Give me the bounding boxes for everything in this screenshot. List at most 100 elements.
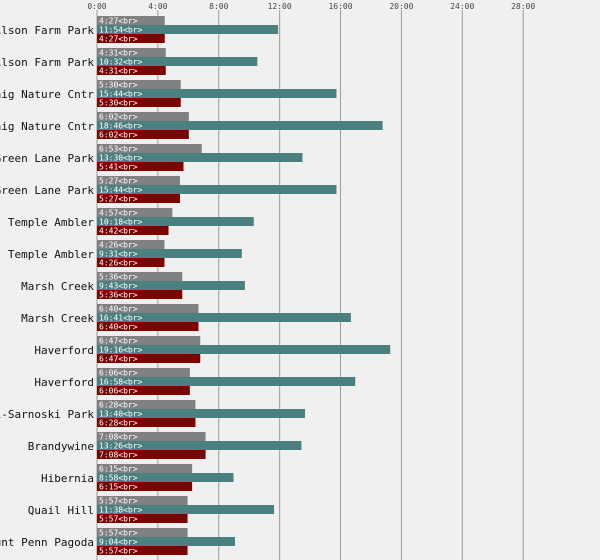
bar bbox=[97, 354, 201, 363]
x-tick-label: 24:00 bbox=[450, 2, 474, 11]
bar bbox=[97, 80, 181, 89]
bar bbox=[97, 112, 189, 121]
bar bbox=[97, 258, 165, 267]
category-label: Haverford bbox=[34, 344, 94, 357]
bar-label: 10:32<br> bbox=[99, 58, 143, 67]
bar bbox=[97, 208, 173, 217]
bars: 4:27<br>11:54<br>4:27<br> 4:31<br>10:32<b… bbox=[97, 16, 391, 556]
bar-label: 6:28<br> bbox=[99, 401, 138, 410]
category-label: Wilson Farm Park bbox=[0, 24, 94, 37]
bar-label: 6:02<br> bbox=[99, 131, 138, 140]
category-label: Kaig Nature Cntr bbox=[0, 88, 94, 101]
x-tick-label: 20:00 bbox=[389, 2, 413, 11]
bar bbox=[97, 130, 189, 139]
bar-label: 6:15<br> bbox=[99, 483, 138, 492]
bar bbox=[97, 121, 383, 130]
bar-label: 10:18<br> bbox=[99, 218, 143, 227]
bar-label: 9:43<br> bbox=[99, 282, 138, 291]
bar bbox=[97, 34, 165, 43]
bar bbox=[97, 505, 275, 514]
category-label: Brandywine bbox=[28, 440, 94, 453]
category-label: Wilson Farm Park bbox=[0, 56, 94, 69]
bar bbox=[97, 482, 193, 491]
bar bbox=[97, 304, 199, 313]
bar-label: 6:40<br> bbox=[99, 305, 138, 314]
bar bbox=[97, 473, 234, 482]
category-label: Hibernia bbox=[41, 472, 94, 485]
bar-label: 4:57<br> bbox=[99, 209, 138, 218]
bar-label: 16:58<br> bbox=[99, 378, 143, 387]
bar bbox=[97, 432, 206, 441]
bar-label: 19:16<br> bbox=[99, 346, 143, 355]
bar bbox=[97, 336, 201, 345]
bar bbox=[97, 441, 302, 450]
bar bbox=[97, 226, 169, 235]
bar bbox=[97, 537, 235, 546]
bar bbox=[97, 217, 254, 226]
category-label: Haverford bbox=[34, 376, 94, 389]
x-tick-label: 8:00 bbox=[209, 2, 228, 11]
bar bbox=[97, 450, 206, 459]
x-tick-label: 0:00 bbox=[87, 2, 106, 11]
bar bbox=[97, 66, 166, 75]
bar-label: 6:15<br> bbox=[99, 465, 138, 474]
category-label: Kaig Nature Cntr bbox=[0, 120, 94, 133]
bar-label: 5:57<br> bbox=[99, 497, 138, 506]
bar bbox=[97, 281, 245, 290]
bar-label: 11:38<br> bbox=[99, 506, 143, 515]
bar bbox=[97, 322, 199, 331]
bar-label: 6:53<br> bbox=[99, 145, 138, 154]
bar-label: 7:08<br> bbox=[99, 451, 138, 460]
bar bbox=[97, 48, 166, 57]
bar bbox=[97, 162, 184, 171]
bar bbox=[97, 418, 196, 427]
bar bbox=[97, 194, 180, 203]
bar bbox=[97, 144, 202, 153]
bar bbox=[97, 377, 356, 386]
bar-label: 7:08<br> bbox=[99, 433, 138, 442]
bar bbox=[97, 272, 183, 281]
bar-label: 4:31<br> bbox=[99, 67, 138, 76]
bar bbox=[97, 249, 242, 258]
bar bbox=[97, 185, 337, 194]
bar-label: 13:30<br> bbox=[99, 154, 143, 163]
bar-label: 4:42<br> bbox=[99, 227, 138, 236]
bar-label: 5:30<br> bbox=[99, 99, 138, 108]
category-label: ount Penn Pagoda bbox=[0, 536, 94, 549]
bar-label: 18:46<br> bbox=[99, 122, 143, 131]
x-tick-label: 16:00 bbox=[328, 2, 352, 11]
bar bbox=[97, 16, 165, 25]
x-tick-labels: 0:00 4:00 8:00 12:00 16:00 20:00 24:00 28:00 bbox=[87, 2, 535, 11]
bar-label: 5:41<br> bbox=[99, 163, 138, 172]
bar-label: 5:36<br> bbox=[99, 273, 138, 282]
bar-label: 5:57<br> bbox=[99, 515, 138, 524]
bar-label: 5:27<br> bbox=[99, 195, 138, 204]
category-label: Temple Ambler bbox=[8, 248, 94, 261]
bar-label: 8:58<br> bbox=[99, 474, 138, 483]
bar bbox=[97, 25, 279, 34]
x-tick-label: 4:00 bbox=[148, 2, 167, 11]
bar bbox=[97, 313, 351, 322]
bar bbox=[97, 89, 337, 98]
bar bbox=[97, 400, 196, 409]
bar-label: 16:41<br> bbox=[99, 314, 143, 323]
category-label: Marsh Creek bbox=[21, 280, 94, 293]
bar-label: 5:57<br> bbox=[99, 547, 138, 556]
bar-label: 11:54<br> bbox=[99, 26, 143, 35]
bar bbox=[97, 153, 303, 162]
bar-label: 4:26<br> bbox=[99, 241, 138, 250]
bar-label: 4:31<br> bbox=[99, 49, 138, 58]
bar-label: 6:06<br> bbox=[99, 387, 138, 396]
bar bbox=[97, 528, 188, 537]
category-label: Marsh Creek bbox=[21, 312, 94, 325]
bar-label: 4:27<br> bbox=[99, 17, 138, 26]
category-label: Green Lane Park bbox=[0, 152, 94, 165]
bar bbox=[97, 464, 193, 473]
bar bbox=[97, 240, 165, 249]
bar bbox=[97, 290, 183, 299]
bar-label: 6:40<br> bbox=[99, 323, 138, 332]
bar bbox=[97, 368, 190, 377]
x-tick-label: 28:00 bbox=[511, 2, 535, 11]
bar-label: 9:04<br> bbox=[99, 538, 138, 547]
